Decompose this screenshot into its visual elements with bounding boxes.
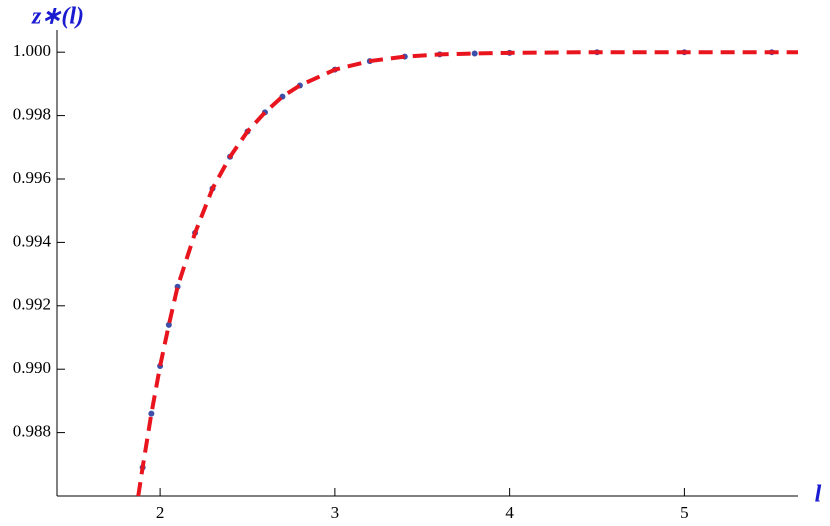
x-axis-label: l [815, 482, 822, 508]
x-tick-label: 4 [505, 503, 514, 522]
dashed-line [136, 50, 798, 497]
y-tick-label: 0.996 [13, 168, 51, 187]
x-tick-label: 2 [156, 503, 165, 522]
data-point [471, 50, 478, 57]
x-tick-label: 5 [680, 503, 689, 522]
x-tick-label: 3 [331, 503, 340, 522]
y-tick-label: 0.990 [13, 358, 51, 377]
y-tick-label: 0.988 [13, 422, 51, 441]
y-tick-label: 1.000 [13, 41, 51, 60]
data-point [165, 321, 172, 328]
y-axis-label: z∗(l) [31, 4, 84, 30]
y-tick-label: 0.992 [13, 295, 51, 314]
y-tick-label: 0.994 [13, 231, 52, 250]
data-point [148, 410, 155, 417]
y-tick-label: 0.998 [13, 104, 51, 123]
